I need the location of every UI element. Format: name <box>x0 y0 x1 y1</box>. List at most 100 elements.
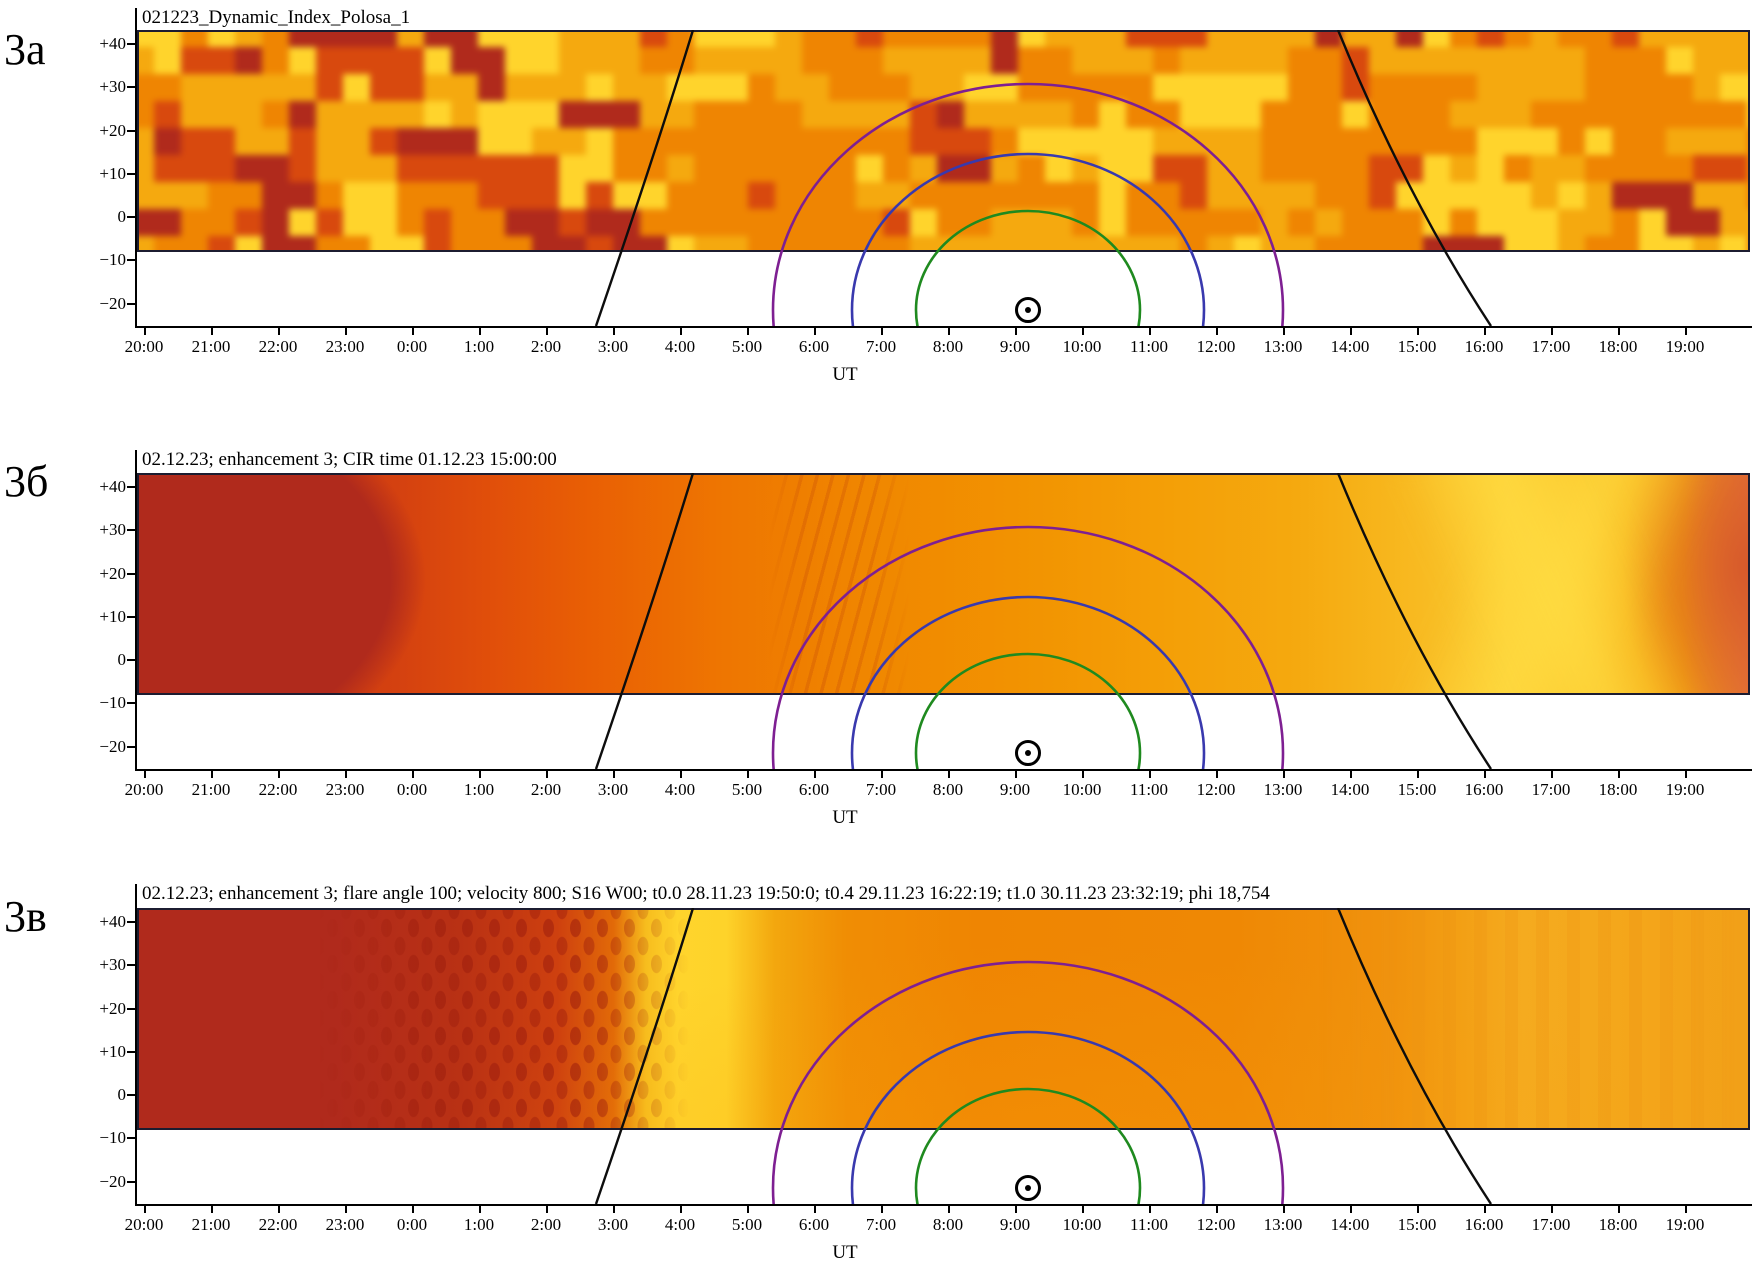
x-tick <box>144 328 146 335</box>
x-tick-label: 3:00 <box>597 1215 629 1234</box>
x-tick <box>479 328 481 335</box>
x-tick-label: 21:00 <box>191 1215 231 1234</box>
x-tick-label: 2:00 <box>530 780 562 799</box>
y-tick <box>127 130 135 132</box>
heatmap-band <box>137 908 1750 1130</box>
x-tick <box>948 771 950 778</box>
x-tick <box>278 771 280 778</box>
y-tick <box>127 529 135 531</box>
x-tick <box>1216 1206 1218 1213</box>
x-tick <box>1283 328 1285 335</box>
boundary-line-left <box>594 30 695 326</box>
x-tick <box>747 328 749 335</box>
x-tick-label: 18:00 <box>1598 1215 1638 1234</box>
x-tick-label: 16:00 <box>1464 1215 1504 1234</box>
y-tick <box>127 43 135 45</box>
x-tick <box>680 771 682 778</box>
x-tick <box>1350 771 1352 778</box>
panel-label: 3б <box>4 457 49 506</box>
x-tick <box>613 771 615 778</box>
x-tick-label: 20:00 <box>124 780 164 799</box>
x-tick <box>1082 771 1084 778</box>
heatmap-layer-stripes <box>1319 910 1748 1128</box>
x-tick <box>345 1206 347 1213</box>
overlay-arcs <box>594 30 1493 326</box>
x-tick <box>881 328 883 335</box>
y-tick <box>127 216 135 218</box>
arc-green <box>914 652 1142 769</box>
x-tick-label: 21:00 <box>191 780 231 799</box>
y-tick <box>127 921 135 923</box>
x-tick-label: 7:00 <box>865 337 897 356</box>
x-tick <box>1484 328 1486 335</box>
y-tick <box>127 616 135 618</box>
x-tick <box>1149 1206 1151 1213</box>
y-tick <box>127 659 135 661</box>
y-tick-label: −10 <box>99 693 126 712</box>
x-tick <box>412 328 414 335</box>
x-tick-label: 13:00 <box>1263 780 1303 799</box>
y-tick-label: −20 <box>99 1172 126 1191</box>
x-tick-label: 7:00 <box>865 780 897 799</box>
x-tick <box>1417 771 1419 778</box>
y-tick <box>127 1181 135 1183</box>
y-tick <box>127 86 135 88</box>
x-tick-label: 17:00 <box>1531 337 1571 356</box>
x-tick-label: 14:00 <box>1330 337 1370 356</box>
x-tick-label: 10:00 <box>1062 1215 1102 1234</box>
x-tick <box>613 1206 615 1213</box>
x-tick-label: 1:00 <box>463 1215 495 1234</box>
x-tick-label: 18:00 <box>1598 780 1638 799</box>
x-tick <box>1685 328 1687 335</box>
x-tick <box>1350 1206 1352 1213</box>
x-tick <box>1082 1206 1084 1213</box>
y-tick-label: −20 <box>99 737 126 756</box>
x-tick-label: 19:00 <box>1665 780 1705 799</box>
x-tick-label: 22:00 <box>258 1215 298 1234</box>
overlay-arcs <box>594 473 1493 769</box>
x-tick-label: 15:00 <box>1397 1215 1437 1234</box>
x-tick <box>814 1206 816 1213</box>
x-tick-label: 2:00 <box>530 1215 562 1234</box>
panel-title: 02.12.23; enhancement 3; flare angle 100… <box>142 883 1270 904</box>
x-tick-label: 5:00 <box>731 780 763 799</box>
x-tick-label: 11:00 <box>1129 1215 1169 1234</box>
x-tick-label: 23:00 <box>325 1215 365 1234</box>
x-tick <box>144 771 146 778</box>
x-axis-title: UT <box>832 807 858 828</box>
x-tick <box>1618 771 1620 778</box>
x-tick-label: 13:00 <box>1263 337 1303 356</box>
x-tick <box>546 1206 548 1213</box>
x-tick <box>345 328 347 335</box>
x-tick <box>1484 771 1486 778</box>
x-tick <box>1015 1206 1017 1213</box>
x-tick-label: 3:00 <box>597 780 629 799</box>
x-tick <box>881 1206 883 1213</box>
x-tick <box>1685 1206 1687 1213</box>
x-tick-label: 3:00 <box>597 337 629 356</box>
x-tick <box>1484 1206 1486 1213</box>
x-tick-label: 8:00 <box>932 1215 964 1234</box>
x-tick-label: 23:00 <box>325 337 365 356</box>
x-tick-label: 8:00 <box>932 337 964 356</box>
arc-green <box>914 1087 1142 1204</box>
x-tick-label: 6:00 <box>798 337 830 356</box>
x-tick-label: 0:00 <box>396 780 428 799</box>
x-axis-title: UT <box>832 364 858 385</box>
y-axis-line <box>135 8 137 328</box>
x-tick <box>278 328 280 335</box>
heatmap-band <box>137 473 1750 695</box>
x-tick-label: 10:00 <box>1062 337 1102 356</box>
x-tick-label: 12:00 <box>1196 337 1236 356</box>
heatmap-layer-dots <box>319 910 689 1128</box>
sun-symbol <box>1015 1175 1041 1201</box>
x-tick <box>211 328 213 335</box>
x-tick-label: 5:00 <box>731 337 763 356</box>
sun-symbol <box>1015 740 1041 766</box>
y-tick <box>127 486 135 488</box>
x-tick-label: 9:00 <box>999 1215 1031 1234</box>
heatmap-layer-mosaic <box>139 32 1748 250</box>
panel-label: 3в <box>4 892 47 941</box>
boundary-line-right <box>1336 473 1493 769</box>
